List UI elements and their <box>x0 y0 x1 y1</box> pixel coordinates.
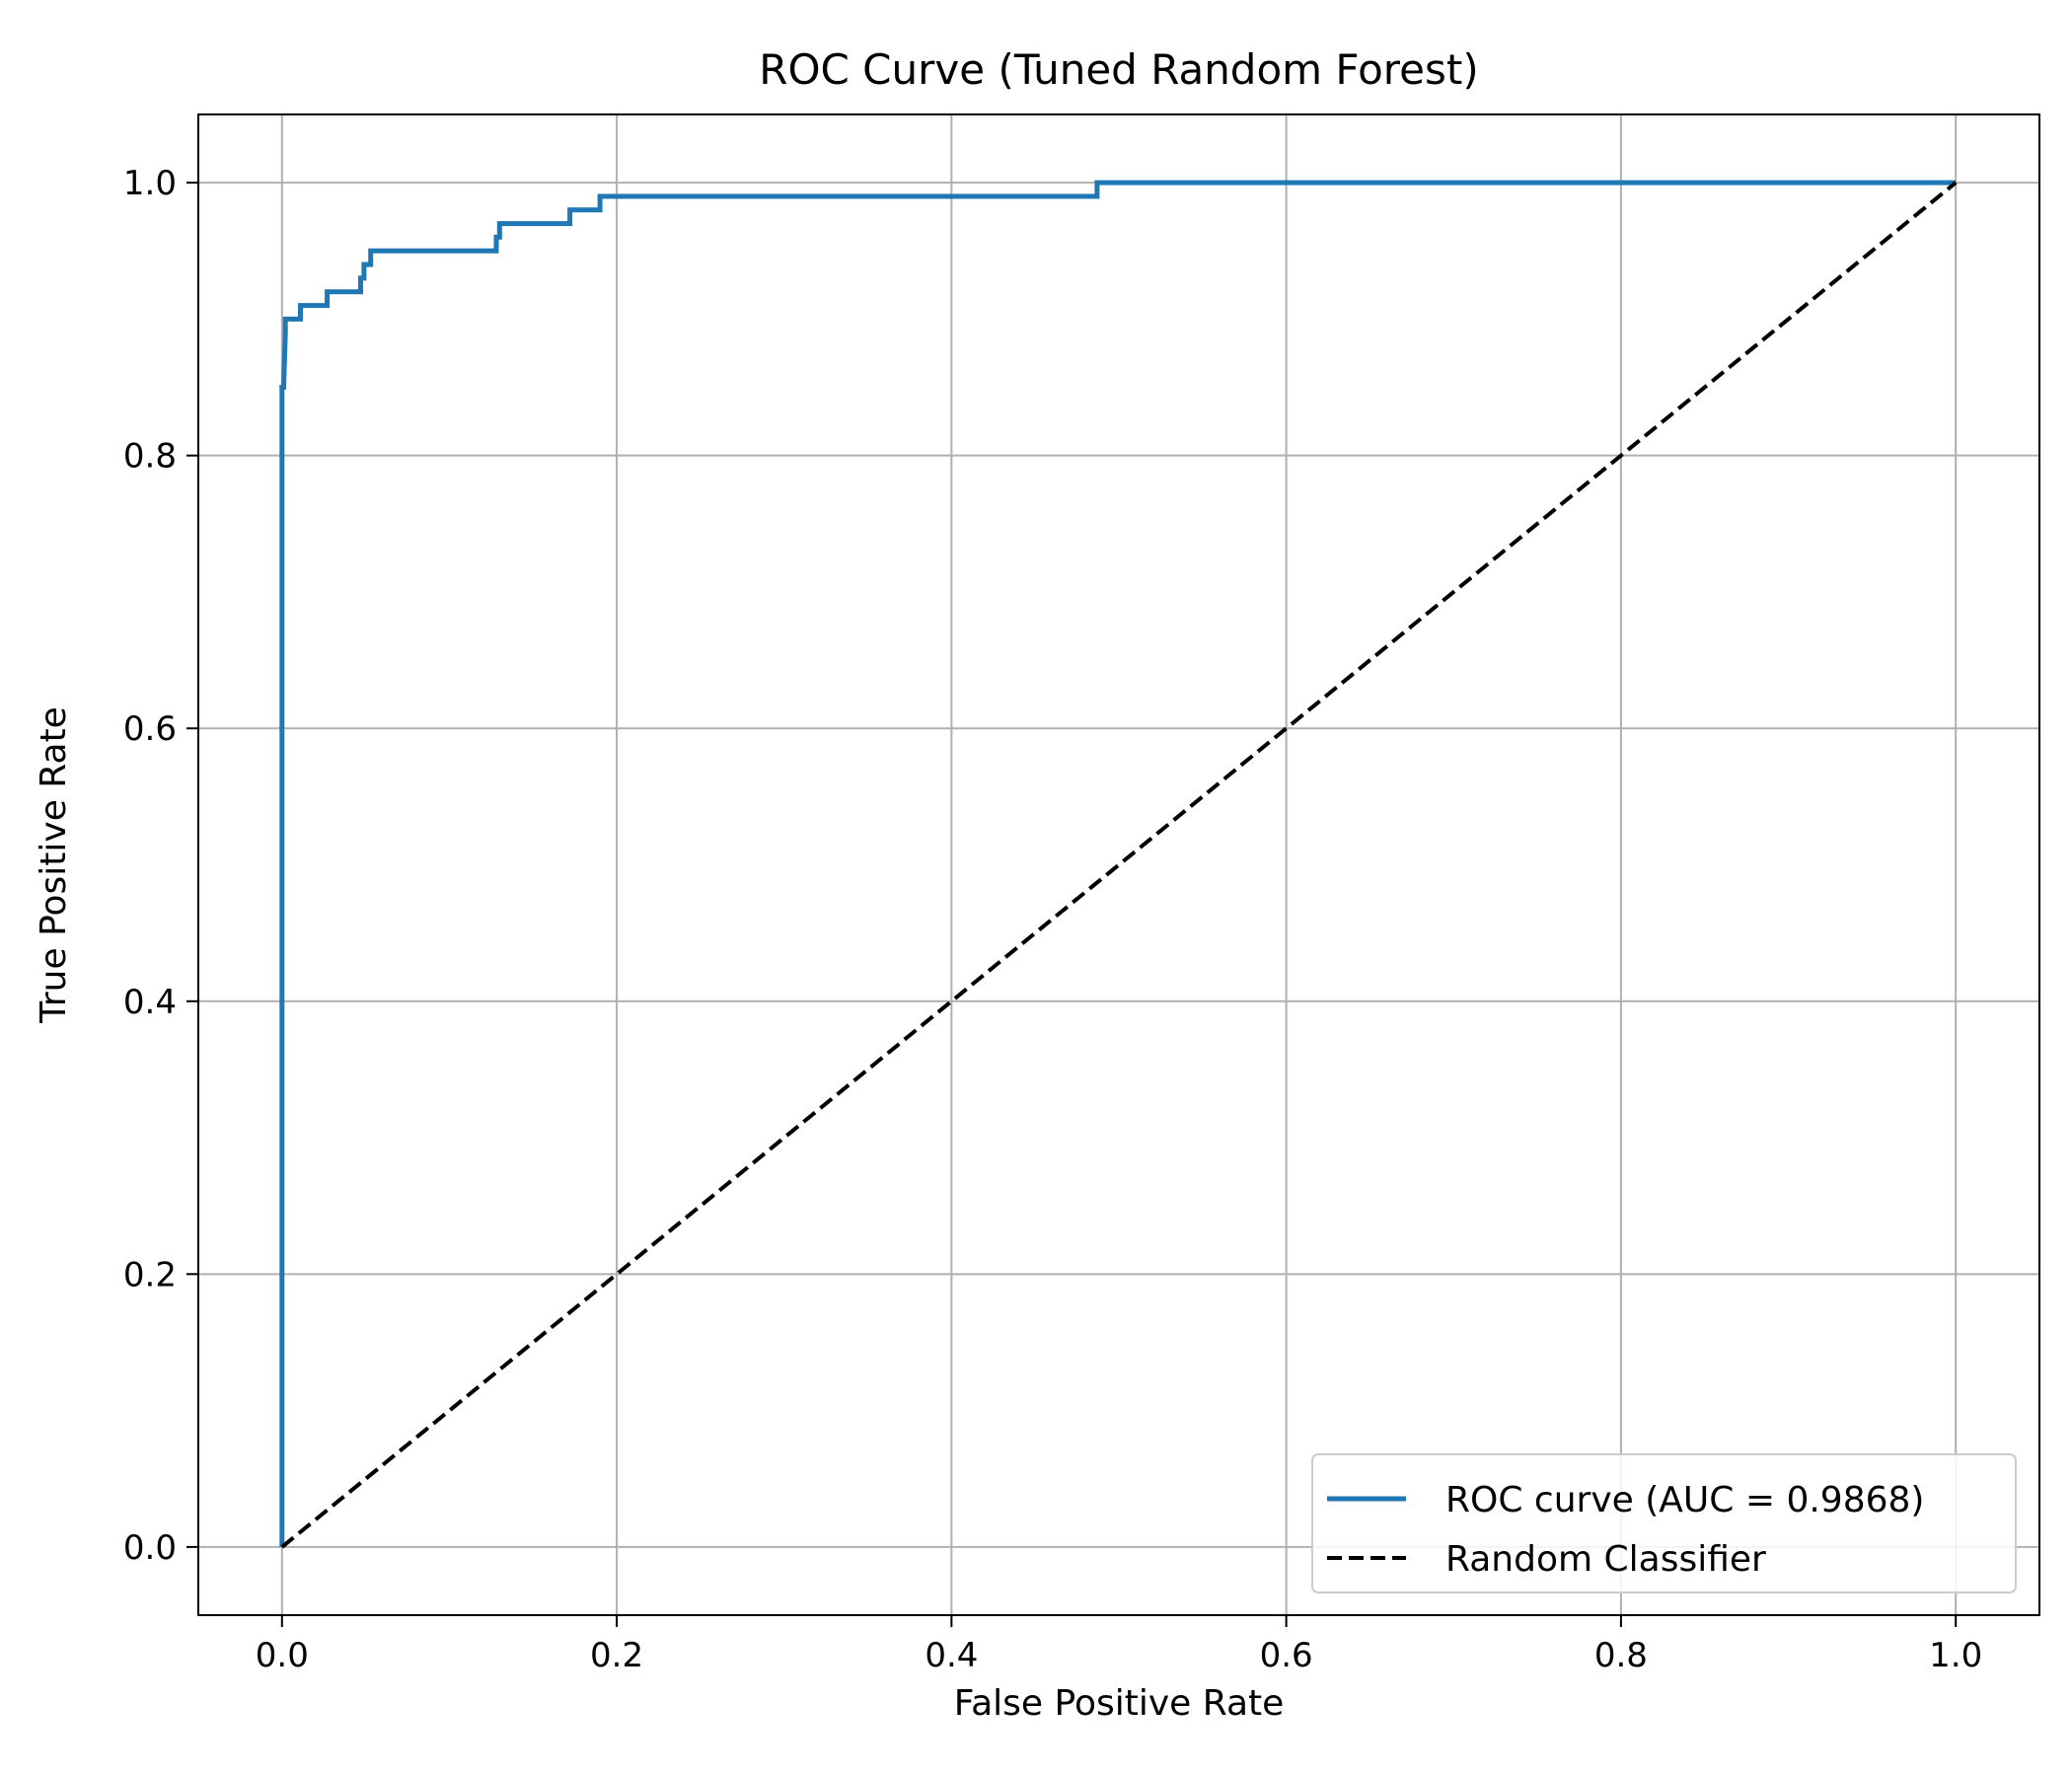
random-classifier-line <box>280 181 1958 1549</box>
x-axis-label: False Positive Rate <box>954 1683 1285 1724</box>
x-tick-label: 0.8 <box>1594 1636 1648 1675</box>
y-tick-label: 0.6 <box>123 709 177 749</box>
roc-curve-line <box>279 180 1957 1547</box>
legend-label: ROC curve (AUC = 0.9868) <box>1445 1480 1924 1520</box>
axes-frame <box>197 113 2040 1616</box>
ticks: 0.0 0.2 0.4 0.6 0.8 1.0 0.0 0.2 0.4 0.6 0.8 1.0 <box>123 164 1982 1675</box>
legend-box <box>1311 1453 2017 1593</box>
plot-area <box>279 180 1958 1549</box>
grid <box>198 114 2039 1615</box>
y-tick-label: 0.4 <box>123 983 177 1022</box>
x-tick-label: 0.0 <box>256 1636 309 1675</box>
y-tick-label: 1.0 <box>123 164 177 203</box>
legend: ROC curve (AUC = 0.9868) Random Classifie… <box>1311 1453 2017 1593</box>
x-tick-label: 0.6 <box>1260 1636 1313 1675</box>
x-tick-label: 0.4 <box>925 1636 978 1675</box>
x-tick-label: 0.2 <box>590 1636 643 1675</box>
y-axis-label: True Positive Rate <box>34 706 74 1024</box>
y-tick-label: 0.8 <box>123 437 177 477</box>
x-tick-label: 1.0 <box>1929 1636 1982 1675</box>
y-tick-label: 0.0 <box>123 1528 177 1568</box>
y-tick-label: 0.2 <box>123 1255 177 1295</box>
legend-label: Random Classifier <box>1445 1539 1766 1580</box>
chart-title: ROC Curve (Tuned Random Forest) <box>759 45 1478 94</box>
